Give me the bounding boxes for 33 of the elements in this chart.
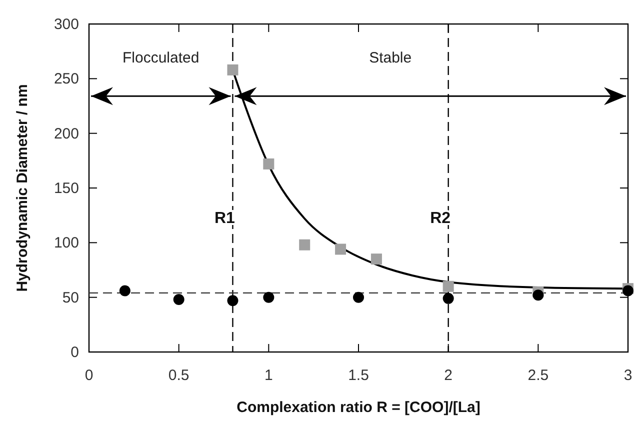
point: [335, 244, 346, 255]
x-tick-label: 0: [84, 367, 94, 384]
x-tick-label: 3: [624, 367, 632, 384]
x-tick-label: 0.5: [168, 367, 190, 384]
y-tick-label: 100: [54, 234, 79, 252]
point: [370, 254, 382, 265]
point: [532, 290, 544, 301]
ref-line-label: R2: [430, 210, 451, 227]
point: [442, 292, 454, 304]
point: [227, 64, 238, 76]
annotation: Stable: [369, 49, 412, 66]
y-tick-label: 200: [54, 125, 79, 142]
x-tick-label: 1.5: [348, 367, 369, 384]
y-axis-title: Hydrodynamic Diameter / nm: [14, 84, 31, 292]
annotation: Flocculated: [122, 49, 200, 66]
y-tick-label: 0: [70, 344, 79, 361]
y-tick-label: 250: [54, 70, 79, 88]
y-tick-label: 300: [54, 16, 79, 33]
x-tick-label: 2: [444, 367, 453, 384]
point: [263, 158, 274, 170]
point: [119, 285, 130, 296]
point: [263, 292, 274, 303]
point: [173, 294, 184, 306]
x-tick-label: 2.5: [528, 367, 549, 384]
point: [299, 239, 310, 250]
x-tick-label: 1: [264, 367, 273, 384]
y-tick-label: 150: [54, 180, 79, 197]
point: [227, 295, 238, 306]
point: [442, 280, 454, 292]
point: [353, 292, 364, 303]
y-tick-label: 50: [62, 289, 79, 306]
ref-line-label: R1: [214, 210, 236, 227]
x-axis-title: Complexation ratio R = [COO]/[La]: [236, 399, 480, 416]
